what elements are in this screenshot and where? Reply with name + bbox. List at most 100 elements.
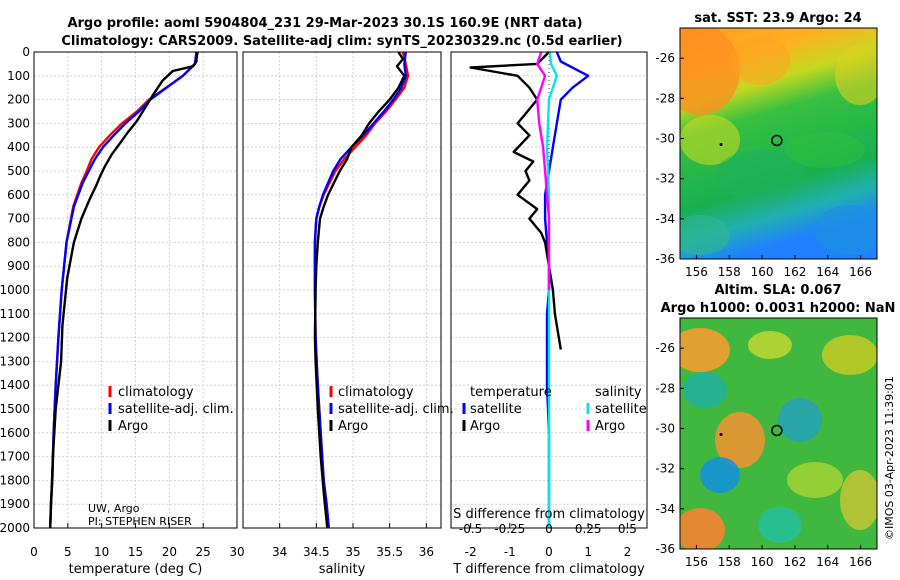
series-line-argo <box>49 51 199 529</box>
map-x-tick-label: 156 <box>685 555 708 569</box>
x-axis-label: T difference from climatology <box>452 562 645 577</box>
difference-panel: -2 -1 0 1 2 T difference from climatology <box>450 51 648 577</box>
x-tick-label: 30 <box>229 545 244 559</box>
chart-title-line2: Climatology: CARS2009. Satellite-adj cli… <box>61 34 622 49</box>
map-x-tick-label: 162 <box>783 555 806 569</box>
sst-cool-patch <box>680 215 730 255</box>
y-tick-label: 600 <box>7 188 30 202</box>
legend-climatology-label: climatology <box>338 385 414 400</box>
sla-high-patch <box>680 328 730 372</box>
y-tick-label: 300 <box>7 116 30 130</box>
legend-s-argo-label: Argo <box>595 419 625 434</box>
sst-cool-patch <box>715 150 805 200</box>
map-y-tick-label: -28 <box>655 91 675 105</box>
sst-warm-patch <box>730 35 790 85</box>
y-tick-label: 2000 <box>0 521 30 535</box>
argo-position-marker <box>771 424 783 437</box>
sla-low-patch <box>778 398 822 442</box>
sla-map-axes: 156 158 160 162 164 166 -26 -28 -30 -32 -34 -36 <box>655 341 872 569</box>
series-line-temperature-argo <box>469 51 562 350</box>
sla-high-patch <box>840 470 877 530</box>
x-tick-label: 15 <box>128 545 143 559</box>
x-tick-label: 2 <box>624 545 632 559</box>
map-y-tick-label: -32 <box>655 172 675 186</box>
temperature-panel: 0 5 10 15 20 25 300100200300400500600700800900… <box>0 45 245 577</box>
y-tick-label: 1100 <box>0 307 30 321</box>
pi-credit: PI: STEPHEN RISER <box>88 515 192 528</box>
y-tick-label: 500 <box>7 164 30 178</box>
s-diff-axis-label: S difference from climatology <box>453 507 645 522</box>
y-tick-label: 1600 <box>0 426 30 440</box>
sla-high-patch <box>787 462 843 498</box>
map-x-tick-label: 158 <box>718 555 741 569</box>
map-y-tick-label: -36 <box>655 542 675 556</box>
sla-map-frame <box>679 317 878 550</box>
sst-map-title: sat. SST: 23.9 Argo: 24 <box>694 11 861 26</box>
previous-position-dot <box>719 433 723 437</box>
x-tick-label: 10 <box>94 545 109 559</box>
s-diff-ticks: -0.5 -0.25 0 0.25 0.5 <box>459 522 637 536</box>
map-y-tick-label: -26 <box>655 341 675 355</box>
y-tick-label: 1800 <box>0 473 30 487</box>
series-line-satellite-adj-clim- <box>313 51 407 529</box>
map-x-tick-label: 160 <box>751 265 774 279</box>
argo-position-marker <box>771 134 783 147</box>
plot-frame <box>450 51 648 529</box>
y-tick-label: 1400 <box>0 378 30 392</box>
map-y-tick-label: -34 <box>655 502 675 516</box>
map-x-tick-label: 166 <box>849 555 872 569</box>
sst-cool-patch <box>815 205 877 255</box>
sla-low-patch <box>683 372 727 408</box>
x-axis-label: temperature (deg C) <box>69 562 203 577</box>
sst-warm-patch <box>835 45 877 105</box>
x-tick-label: -2 <box>465 545 477 559</box>
diff-legend: temperature satellite Argo salinity sate… <box>462 385 647 434</box>
y-tick-label: 900 <box>7 259 30 273</box>
legend-climatology-label: climatology <box>118 385 194 400</box>
sla-high-patch <box>680 508 725 549</box>
legend-temperature-heading: temperature <box>470 385 552 400</box>
x-tick-label: 5 <box>64 545 72 559</box>
temp-legend: climatology satellite-adj. clim. Argo <box>108 385 234 434</box>
legend-s-satellite-label: satellite <box>595 402 647 417</box>
sal-legend: climatology satellite-adj. clim. Argo <box>329 385 454 434</box>
sla-map-subtitle: Argo h1000: 0.0031 h2000: NaN <box>661 301 896 316</box>
sla-map-title: Altim. SLA: 0.067 <box>715 283 842 298</box>
x-tick-label: 20 <box>162 545 177 559</box>
profile-panels: 0 5 10 15 20 25 300100200300400500600700800900… <box>0 45 648 577</box>
sst-warm-patch <box>680 28 740 115</box>
y-tick-label: 200 <box>7 93 30 107</box>
s-diff-tick-label: 0.5 <box>618 522 637 536</box>
legend-argo-label: Argo <box>338 419 368 434</box>
map-y-tick-label: -32 <box>655 462 675 476</box>
map-x-tick-label: 164 <box>816 265 839 279</box>
x-axis-label: salinity <box>319 562 366 577</box>
plot-frame <box>33 51 238 529</box>
map-x-tick-label: 158 <box>718 265 741 279</box>
y-tick-label: 1300 <box>0 354 30 368</box>
y-tick-label: 800 <box>7 235 30 249</box>
sla-map <box>680 318 877 549</box>
map-x-tick-label: 156 <box>685 265 708 279</box>
map-y-tick-label: -30 <box>655 131 675 145</box>
s-diff-tick-label: 0 <box>545 522 553 536</box>
x-tick-label: 34 <box>272 545 287 559</box>
institution-credit: UW, Argo <box>88 502 140 515</box>
map-y-tick-label: -30 <box>655 421 675 435</box>
sla-high-patch <box>822 335 877 375</box>
legend-satellite-label: satellite-adj. clim. <box>118 402 234 417</box>
y-tick-label: 1200 <box>0 331 30 345</box>
map-y-tick-label: -36 <box>655 252 675 266</box>
x-tick-label: 35.5 <box>376 545 403 559</box>
y-tick-label: 100 <box>7 69 30 83</box>
sla-high-patch <box>748 331 792 359</box>
sst-cool-patch <box>785 132 865 168</box>
legend-t-argo-label: Argo <box>470 419 500 434</box>
sla-high-patch <box>715 412 765 468</box>
sst-map-axes: 156 158 160 162 164 166 -26 -28 -30 -32 -34 -36 <box>655 51 872 279</box>
sst-map <box>680 28 877 259</box>
s-diff-tick-label: -0.5 <box>459 522 482 536</box>
x-tick-label: 0 <box>545 545 553 559</box>
series-line-salinity-argo <box>536 51 551 290</box>
